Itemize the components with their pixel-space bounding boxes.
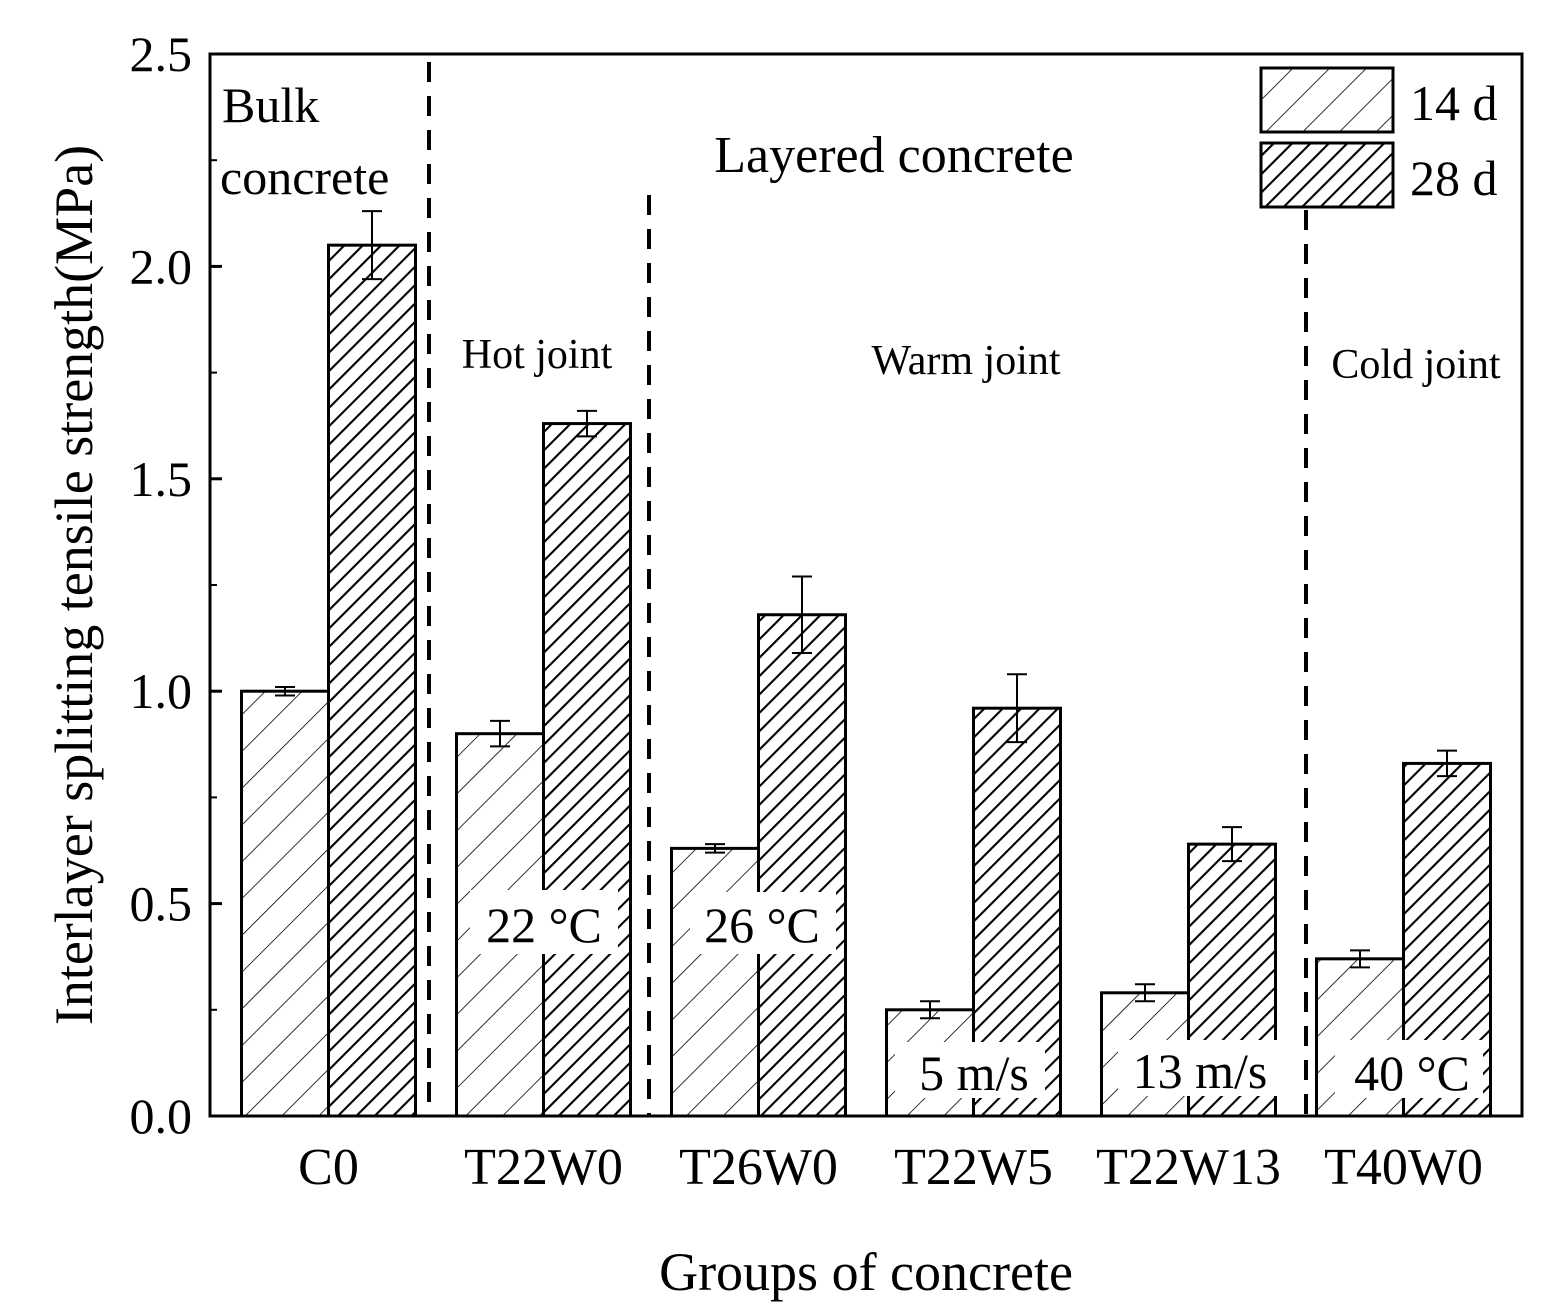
error-bar-t40w0-14d bbox=[1350, 949, 1370, 969]
bulk-label-line2: concrete bbox=[220, 149, 389, 205]
annotation-13ms: 13 m/s bbox=[1133, 1043, 1268, 1099]
y-tick-label: 2.5 bbox=[130, 26, 193, 82]
x-tick-label: T22W13 bbox=[1096, 1139, 1281, 1196]
bulk-label-line1: Bulk bbox=[222, 77, 319, 133]
bar-t26w0-28d bbox=[757, 613, 847, 1118]
x-axis-title: Groups of concrete bbox=[659, 1242, 1073, 1302]
warm-joint-label: Warm joint bbox=[871, 338, 1060, 384]
annotation-5ms: 5 m/s bbox=[919, 1045, 1029, 1101]
error-bar-t22w5-14d bbox=[920, 1000, 940, 1020]
legend-swatch-14d bbox=[1259, 66, 1395, 134]
annotation-22c: 22 °C bbox=[486, 897, 602, 953]
legend-label-28d: 28 d bbox=[1410, 150, 1498, 206]
axis-ticks: C0 T22W0 T26W0 T22W5 T22W13 T40W0 0.0 0.5 1.0 1.5… bbox=[130, 26, 1483, 1196]
x-tick-label: C0 bbox=[298, 1139, 359, 1196]
bar-t22w0-28d bbox=[542, 422, 632, 1118]
cold-joint-label: Cold joint bbox=[1331, 342, 1501, 388]
y-axis-title: Interlayer splitting tensile strength(MP… bbox=[44, 145, 104, 1025]
bar-annotations: 22 °C 26 °C 5 m/s 13 m/s 40 °C bbox=[470, 890, 1483, 1101]
hot-joint-label: Hot joint bbox=[462, 332, 613, 378]
error-bar-t22w0-14d bbox=[490, 719, 510, 748]
y-tick-label: 1.5 bbox=[130, 451, 193, 507]
y-tick-label: 0.0 bbox=[130, 1088, 193, 1144]
legend-label-14d: 14 d bbox=[1410, 75, 1498, 131]
y-tick-label: 1.0 bbox=[130, 663, 193, 719]
error-bar-t22w0-28d bbox=[577, 409, 597, 438]
error-bar-c0-14d bbox=[275, 685, 295, 697]
error-bar-c0-28d bbox=[362, 210, 382, 281]
annotation-26c: 26 °C bbox=[704, 897, 820, 953]
error-bars bbox=[275, 210, 1457, 1020]
error-bar-t22w5-28d bbox=[1007, 673, 1027, 744]
y-tick-label: 0.5 bbox=[130, 876, 193, 932]
legend: 14 d 28 d bbox=[1259, 66, 1498, 209]
error-bar-t22w13-14d bbox=[1135, 983, 1155, 1003]
y-tick-label: 2.0 bbox=[130, 238, 193, 294]
bar-t26w0-14d bbox=[670, 846, 760, 1118]
error-bar-t40w0-28d bbox=[1437, 749, 1457, 778]
legend-swatch-28d bbox=[1259, 141, 1395, 209]
x-tick-label: T22W0 bbox=[464, 1139, 623, 1196]
group-dividers bbox=[427, 62, 1308, 1116]
layered-label: Layered concrete bbox=[714, 127, 1073, 184]
x-tick-label: T22W5 bbox=[894, 1139, 1053, 1196]
x-tick-label: T26W0 bbox=[679, 1139, 838, 1196]
bar-c0-14d bbox=[240, 689, 330, 1118]
region-labels: Bulk concrete Layered concrete Hot joint… bbox=[220, 77, 1501, 388]
error-bar-t26w0-14d bbox=[705, 843, 725, 854]
x-tick-label: T40W0 bbox=[1324, 1139, 1483, 1196]
error-bar-t26w0-28d bbox=[792, 575, 812, 654]
annotation-40c: 40 °C bbox=[1354, 1045, 1470, 1101]
bar-c0-28d bbox=[327, 243, 417, 1118]
error-bar-t22w13-28d bbox=[1222, 826, 1242, 863]
